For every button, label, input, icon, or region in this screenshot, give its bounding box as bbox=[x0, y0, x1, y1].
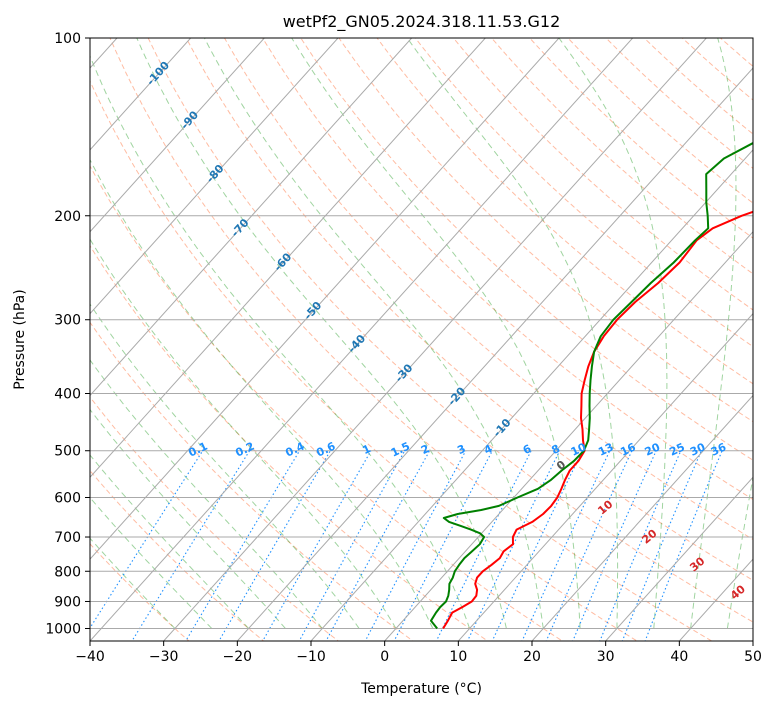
y-tick-label: 100 bbox=[54, 31, 81, 47]
y-tick-label: 700 bbox=[54, 530, 81, 546]
y-tick-label: 1000 bbox=[45, 621, 81, 637]
y-tick-label: 800 bbox=[54, 564, 81, 580]
x-axis-label: Temperature (°C) bbox=[360, 681, 482, 697]
x-tick-label: 30 bbox=[597, 649, 615, 665]
y-tick-label: 300 bbox=[54, 313, 81, 329]
y-tick-label: 500 bbox=[54, 444, 81, 460]
x-tick-label: −30 bbox=[149, 649, 179, 665]
x-tick-label: −10 bbox=[296, 649, 326, 665]
x-tick-label: 0 bbox=[380, 649, 389, 665]
x-tick-label: −40 bbox=[75, 649, 105, 665]
x-tick-label: 20 bbox=[523, 649, 541, 665]
y-tick-label: 200 bbox=[54, 209, 81, 225]
x-tick-label: 40 bbox=[670, 649, 688, 665]
chart-title: wetPf2_GN05.2024.318.11.53.G12 bbox=[283, 12, 561, 32]
y-tick-label: 900 bbox=[54, 594, 81, 610]
y-axis-label: Pressure (hPa) bbox=[12, 289, 28, 389]
x-tick-label: 50 bbox=[744, 649, 762, 665]
y-tick-label: 400 bbox=[54, 387, 81, 403]
y-tick-label: 600 bbox=[54, 490, 81, 506]
x-tick-label: 10 bbox=[449, 649, 467, 665]
x-tick-label: −20 bbox=[223, 649, 253, 665]
